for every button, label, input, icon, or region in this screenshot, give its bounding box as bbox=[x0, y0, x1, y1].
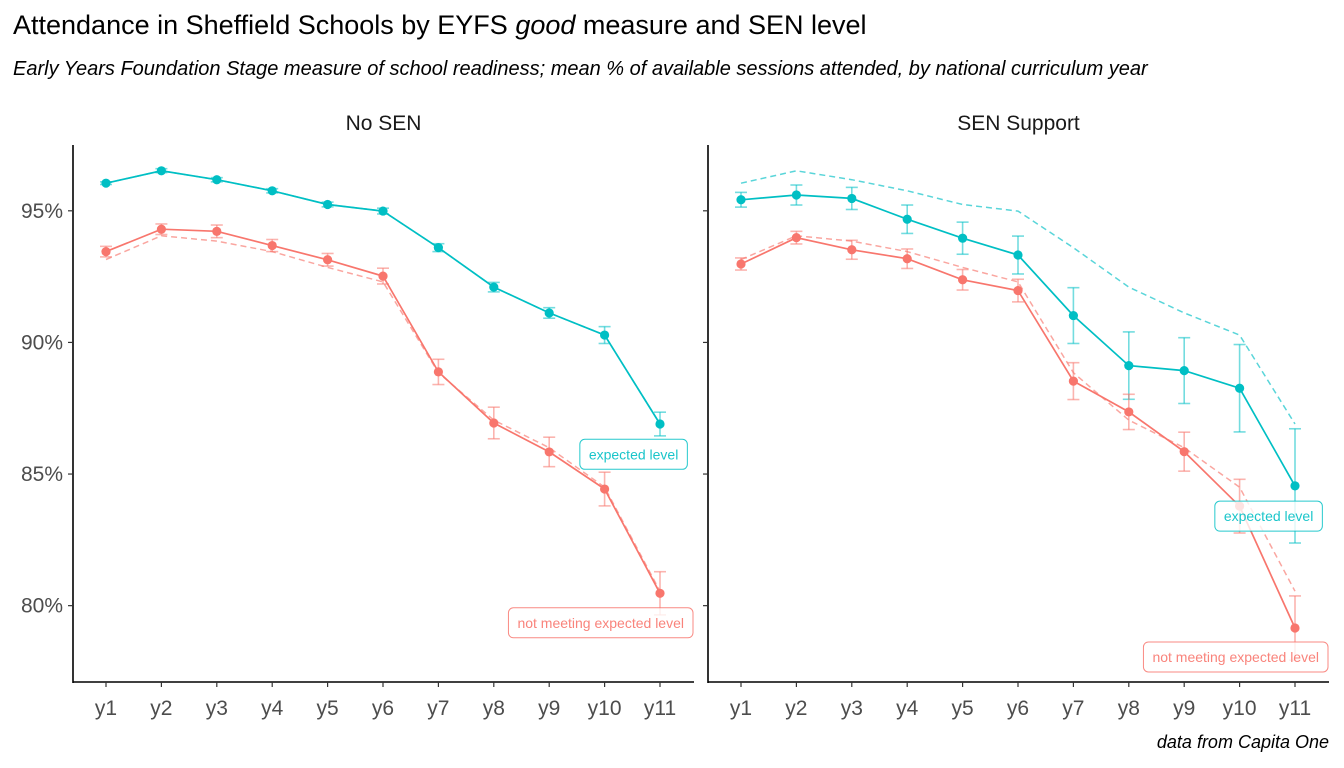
data-point-expected-level bbox=[544, 308, 554, 318]
data-point-expected-level bbox=[847, 193, 857, 204]
chart-subtitle: Early Years Foundation Stage measure of … bbox=[13, 58, 1148, 80]
x-tick-label-y8: y8 bbox=[1118, 697, 1140, 720]
data-point-not-meeting-expected-level bbox=[791, 233, 802, 243]
x-tick-label-y6: y6 bbox=[1007, 697, 1029, 720]
chart-caption: data from Capita One bbox=[1156, 732, 1329, 752]
reference-line-not-meeting-expected-level bbox=[105, 235, 661, 592]
x-tick-label-y4: y4 bbox=[896, 697, 919, 720]
data-point-expected-level bbox=[1290, 481, 1300, 491]
direct-label-text: not meeting expected level bbox=[517, 615, 684, 631]
data-point-not-meeting-expected-level bbox=[1290, 623, 1300, 633]
data-point-expected-level bbox=[323, 199, 333, 210]
data-point-expected-level bbox=[902, 214, 912, 224]
data-point-not-meeting-expected-level bbox=[267, 240, 277, 251]
data-point-expected-level bbox=[600, 330, 610, 340]
x-tick-label-y2: y2 bbox=[150, 697, 172, 720]
data-point-not-meeting-expected-level bbox=[544, 447, 554, 457]
x-tick-label-y7: y7 bbox=[1062, 697, 1084, 720]
data-point-expected-level bbox=[655, 419, 665, 429]
reference-line-expected-level bbox=[740, 170, 1296, 425]
data-point-not-meeting-expected-level bbox=[736, 259, 746, 269]
data-point-expected-level bbox=[212, 175, 222, 185]
x-tick-label-y1: y1 bbox=[730, 697, 752, 720]
data-point-expected-level bbox=[378, 206, 388, 216]
data-point-not-meeting-expected-level bbox=[1124, 407, 1134, 417]
data-point-expected-level bbox=[736, 195, 746, 205]
x-tick-label-y8: y8 bbox=[483, 697, 505, 720]
title-part-emphasis: good bbox=[515, 10, 576, 40]
data-point-expected-level bbox=[1235, 383, 1245, 393]
x-tick-label-y7: y7 bbox=[427, 697, 449, 720]
data-point-not-meeting-expected-level bbox=[1179, 447, 1189, 457]
direct-label-text: expected level bbox=[1224, 508, 1314, 524]
y-tick-label: 80% bbox=[21, 595, 63, 618]
x-tick-label-y10: y10 bbox=[588, 697, 622, 720]
data-point-not-meeting-expected-level bbox=[1068, 376, 1078, 386]
reference-line-not-meeting-expected-level bbox=[740, 235, 1296, 592]
x-tick-label-y11: y11 bbox=[644, 697, 676, 720]
x-tick-label-y3: y3 bbox=[206, 697, 228, 720]
x-tick-label-y11: y11 bbox=[1279, 697, 1311, 720]
data-point-not-meeting-expected-level bbox=[323, 255, 333, 265]
facet-sen-support: SEN Support y1 y2 y3 y4 y5 y6 y7 y8 y9 y10 y11 expec… bbox=[703, 112, 1329, 720]
data-point-expected-level bbox=[156, 166, 166, 176]
facet-no-sen: No SEN 80% 85% 90% 95% y1 y2 y3 y4 y5 y6 y7 y8 y9 y10 y… bbox=[21, 112, 694, 720]
data-point-not-meeting-expected-level bbox=[378, 271, 388, 281]
x-tick-label-y9: y9 bbox=[1173, 697, 1195, 720]
data-point-not-meeting-expected-level bbox=[958, 275, 968, 285]
data-point-expected-level bbox=[791, 190, 802, 200]
direct-label-not-meeting-expected-level: not meeting expected level bbox=[1142, 641, 1329, 673]
y-tick-label: 95% bbox=[21, 200, 63, 223]
data-point-not-meeting-expected-level bbox=[433, 367, 443, 377]
data-point-not-meeting-expected-level bbox=[655, 588, 665, 598]
data-point-not-meeting-expected-level bbox=[600, 484, 610, 494]
data-point-not-meeting-expected-level bbox=[902, 254, 912, 264]
data-point-expected-level bbox=[1068, 310, 1078, 321]
x-tick-label-y5: y5 bbox=[952, 697, 974, 720]
x-tick-label-y9: y9 bbox=[538, 697, 560, 720]
facet-strip-label: No SEN bbox=[346, 112, 422, 135]
x-tick-label-y10: y10 bbox=[1223, 697, 1257, 720]
data-point-expected-level bbox=[433, 243, 443, 253]
data-point-not-meeting-expected-level bbox=[489, 418, 499, 428]
data-point-expected-level bbox=[101, 178, 111, 188]
data-point-not-meeting-expected-level bbox=[101, 247, 111, 257]
data-point-expected-level bbox=[489, 282, 499, 292]
y-tick-label: 90% bbox=[21, 331, 63, 354]
data-point-not-meeting-expected-level bbox=[212, 226, 222, 236]
direct-label-text: not meeting expected level bbox=[1152, 649, 1319, 665]
direct-label-expected-level: expected level bbox=[579, 438, 688, 470]
data-point-expected-level bbox=[1124, 360, 1134, 371]
x-tick-label-y4: y4 bbox=[261, 697, 284, 720]
y-tick-label: 85% bbox=[21, 463, 63, 486]
x-tick-label-y2: y2 bbox=[785, 697, 807, 720]
direct-label-expected-level: expected level bbox=[1214, 500, 1323, 532]
x-tick-label-y5: y5 bbox=[317, 697, 339, 720]
x-tick-label-y1: y1 bbox=[95, 697, 117, 720]
direct-label-text: expected level bbox=[589, 446, 679, 462]
data-point-not-meeting-expected-level bbox=[1013, 285, 1023, 296]
facet-strip-label: SEN Support bbox=[957, 112, 1080, 135]
title-part-1: Attendance in Sheffield Schools by EYFS bbox=[13, 10, 516, 40]
direct-label-not-meeting-expected-level: not meeting expected level bbox=[507, 607, 694, 639]
chart-title: Attendance in Sheffield Schools by EYFS … bbox=[13, 10, 867, 41]
x-tick-label-y6: y6 bbox=[372, 697, 394, 720]
data-point-expected-level bbox=[1179, 365, 1189, 376]
x-tick-label-y3: y3 bbox=[841, 697, 863, 720]
data-point-expected-level bbox=[958, 233, 968, 243]
data-point-expected-level bbox=[1013, 250, 1023, 260]
data-point-not-meeting-expected-level bbox=[156, 224, 166, 234]
title-part-3: measure and SEN level bbox=[575, 10, 867, 40]
data-point-expected-level bbox=[267, 186, 277, 196]
data-point-not-meeting-expected-level bbox=[847, 245, 857, 255]
